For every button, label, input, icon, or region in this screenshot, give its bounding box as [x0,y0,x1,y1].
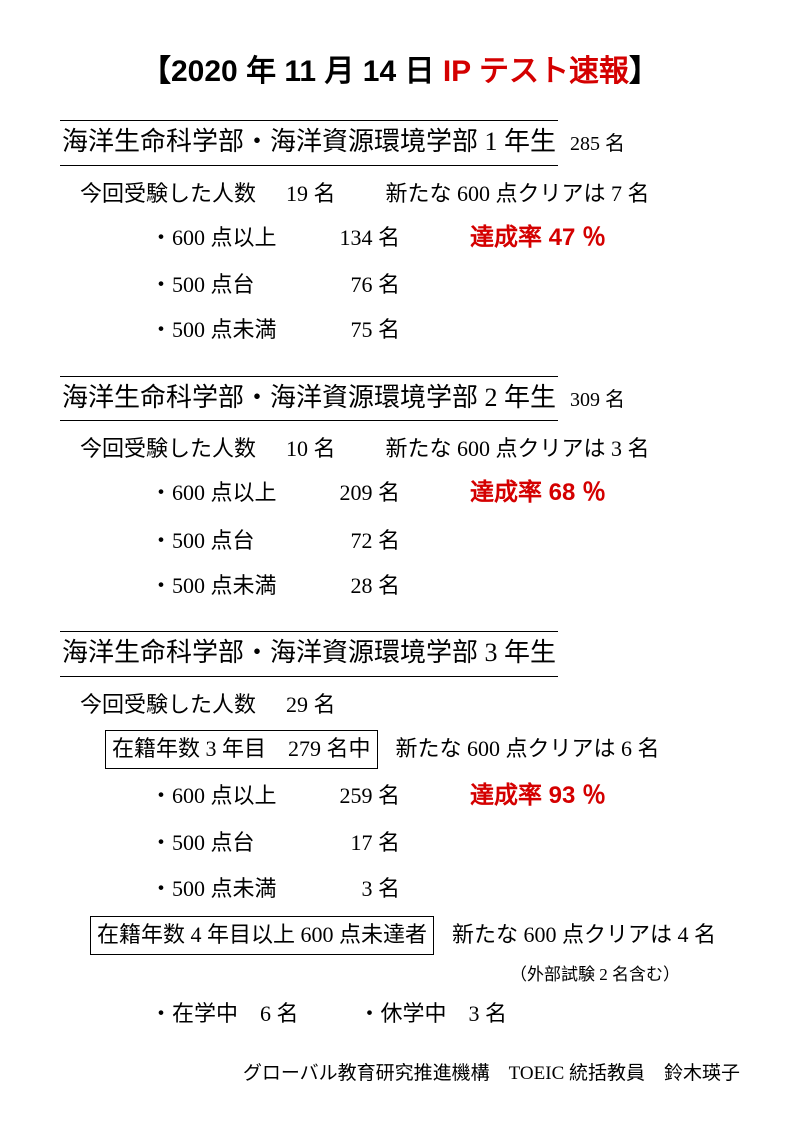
dist-label: ・500 点台 [150,825,310,860]
dist-label: ・500 点未満 [150,568,310,603]
dist-value: 17 名 [310,825,400,860]
new-clear: 新たな 600 点クリアは 7 名 [386,176,650,211]
dist-value: 259 名 [310,778,400,813]
exam-label: 今回受験した人数 [80,431,256,466]
exam-value: 19 名 [286,176,336,211]
dist-value: 3 名 [310,871,400,906]
achievement-rate: 達成率 47 ％ [470,219,606,257]
dist-value: 209 名 [310,475,400,510]
dist-label: ・500 点未満 [150,871,310,906]
section-year2: 海洋生命科学部・海洋資源環境学部 2 年生 309 名 今回受験した人数 10 … [60,376,740,604]
external-note: （外部試験 2 名含む） [60,961,740,988]
enroll-4yr-box: 在籍年数 4 年目以上 600 点未達者 [90,916,434,955]
exam-label: 今回受験した人数 [80,176,256,211]
bracket-open: 【 [141,55,171,88]
achievement-rate: 達成率 68 ％ [470,474,606,512]
achievement-rate: 達成率 93 ％ [470,777,606,815]
exam-value: 29 名 [286,687,336,722]
section-title: 海洋生命科学部・海洋資源環境学部 2 年生 [60,376,558,422]
new-clear: 新たな 600 点クリアは 6 名 [396,731,660,766]
dist-label: ・600 点以上 [150,778,310,813]
enrolled-count: ・在学中 6 名 [150,996,299,1031]
section-title: 海洋生命科学部・海洋資源環境学部 1 年生 [60,120,558,166]
section-year3: 海洋生命科学部・海洋資源環境学部 3 年生 今回受験した人数 29 名 在籍年数… [60,631,740,1031]
exam-label: 今回受験した人数 [80,687,256,722]
dist-label: ・500 点未満 [150,312,310,347]
dist-value: 134 名 [310,220,400,255]
dist-value: 76 名 [310,267,400,302]
footer-credit: グローバル教育研究推進機構 TOEIC 統括教員 鈴木瑛子 [60,1059,740,1089]
leave-count: ・休学中 3 名 [359,996,508,1031]
dist-value: 75 名 [310,312,400,347]
enroll-3yr-box: 在籍年数 3 年目 279 名中 [105,730,378,769]
dist-value: 28 名 [310,568,400,603]
new-clear: 新たな 600 点クリアは 4 名 [452,917,716,952]
new-clear: 新たな 600 点クリアは 3 名 [386,431,650,466]
dist-value: 72 名 [310,523,400,558]
section-title: 海洋生命科学部・海洋資源環境学部 3 年生 [60,631,558,677]
exam-value: 10 名 [286,431,336,466]
dist-label: ・600 点以上 [150,475,310,510]
dist-label: ・500 点台 [150,523,310,558]
bracket-close: 】 [629,55,659,88]
page-title: 【2020 年 11 月 14 日 IP テスト速報】 [60,48,740,96]
section-year1: 海洋生命科学部・海洋資源環境学部 1 年生 285 名 今回受験した人数 19 … [60,120,740,348]
dist-label: ・600 点以上 [150,220,310,255]
title-date: 2020 年 11 月 14 日 [171,55,443,88]
dist-label: ・500 点台 [150,267,310,302]
title-red: IP テスト速報 [443,55,629,88]
section-total: 285 名 [570,128,625,160]
section-total: 309 名 [570,384,625,416]
